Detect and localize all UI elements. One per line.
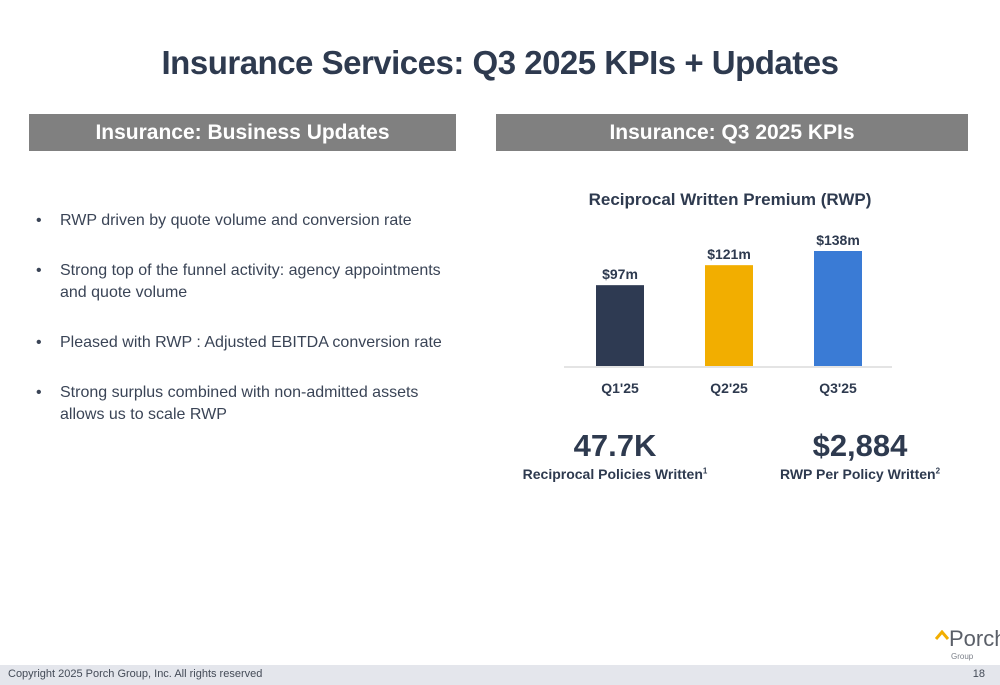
- bar-q225: [705, 265, 753, 366]
- bullet-item: • RWP driven by quote volume and conversi…: [36, 210, 456, 232]
- logo-wordmark: Porch: [949, 626, 1000, 651]
- bullet-item: • Strong surplus combined with non-admitt…: [36, 382, 456, 426]
- bullet-text: Strong top of the funnel activity: agenc…: [60, 262, 441, 301]
- kpi-label-text: Reciprocal Policies Written: [522, 466, 703, 482]
- logo-subtext: Group: [951, 652, 974, 661]
- kpi-label-text: RWP Per Policy Written: [779, 466, 936, 482]
- x-tick-label: Q1'25: [601, 380, 639, 396]
- kpi-label: Reciprocal Policies Written1: [505, 466, 725, 482]
- bullet-text: Strong surplus combined with non-admitte…: [60, 384, 419, 423]
- business-updates-header: Insurance: Business Updates: [29, 114, 456, 151]
- business-updates-list: • RWP driven by quote volume and conversi…: [36, 210, 456, 454]
- bar-data-label: $138m: [816, 232, 860, 248]
- bar-q125: [596, 285, 644, 366]
- bullet-marker: •: [36, 384, 42, 401]
- kpi-value: $2,884: [812, 428, 908, 463]
- bullet-marker: •: [36, 334, 42, 351]
- x-tick-label: Q3'25: [819, 380, 857, 396]
- bullet-item: • Strong top of the funnel activity: agen…: [36, 260, 456, 304]
- bullet-text: Pleased with RWP : Adjusted EBITDA conve…: [60, 334, 442, 351]
- bar-data-label: $121m: [707, 246, 751, 262]
- bullet-item: • Pleased with RWP : Adjusted EBITDA conv…: [36, 332, 456, 354]
- kpi-rwp-per-policy: $2,884 RWP Per Policy Written2: [760, 428, 960, 482]
- page-title: Insurance Services: Q3 2025 KPIs + Updat…: [161, 44, 839, 81]
- kpis-header: Insurance: Q3 2025 KPIs: [496, 114, 968, 151]
- bar-data-label: $97m: [602, 266, 638, 282]
- footer-bar: Copyright 2025 Porch Group, Inc. All rig…: [0, 665, 1000, 685]
- bullet-text: RWP driven by quote volume and conversio…: [60, 212, 412, 229]
- bullet-marker: •: [36, 212, 42, 229]
- copyright-text: Copyright 2025 Porch Group, Inc. All rig…: [8, 668, 263, 680]
- page-number: 18: [972, 668, 985, 680]
- kpi-policies-written: 47.7K Reciprocal Policies Written1: [505, 428, 725, 482]
- kpi-footnote: 1: [702, 466, 708, 476]
- porch-group-logo: Porch Group: [935, 626, 1000, 662]
- kpi-label: RWP Per Policy Written2: [760, 466, 960, 482]
- x-tick-label: Q2'25: [710, 380, 748, 396]
- roof-chevron-icon: [935, 630, 949, 640]
- rwp-bar-chart: Reciprocal Written Premium (RWP) $97m Q1'…: [564, 190, 892, 396]
- chart-title: Reciprocal Written Premium (RWP): [589, 190, 872, 209]
- bar-q325: [814, 251, 862, 366]
- kpi-footnote: 2: [935, 466, 941, 476]
- bullet-marker: •: [36, 262, 42, 279]
- kpi-value: 47.7K: [573, 428, 657, 463]
